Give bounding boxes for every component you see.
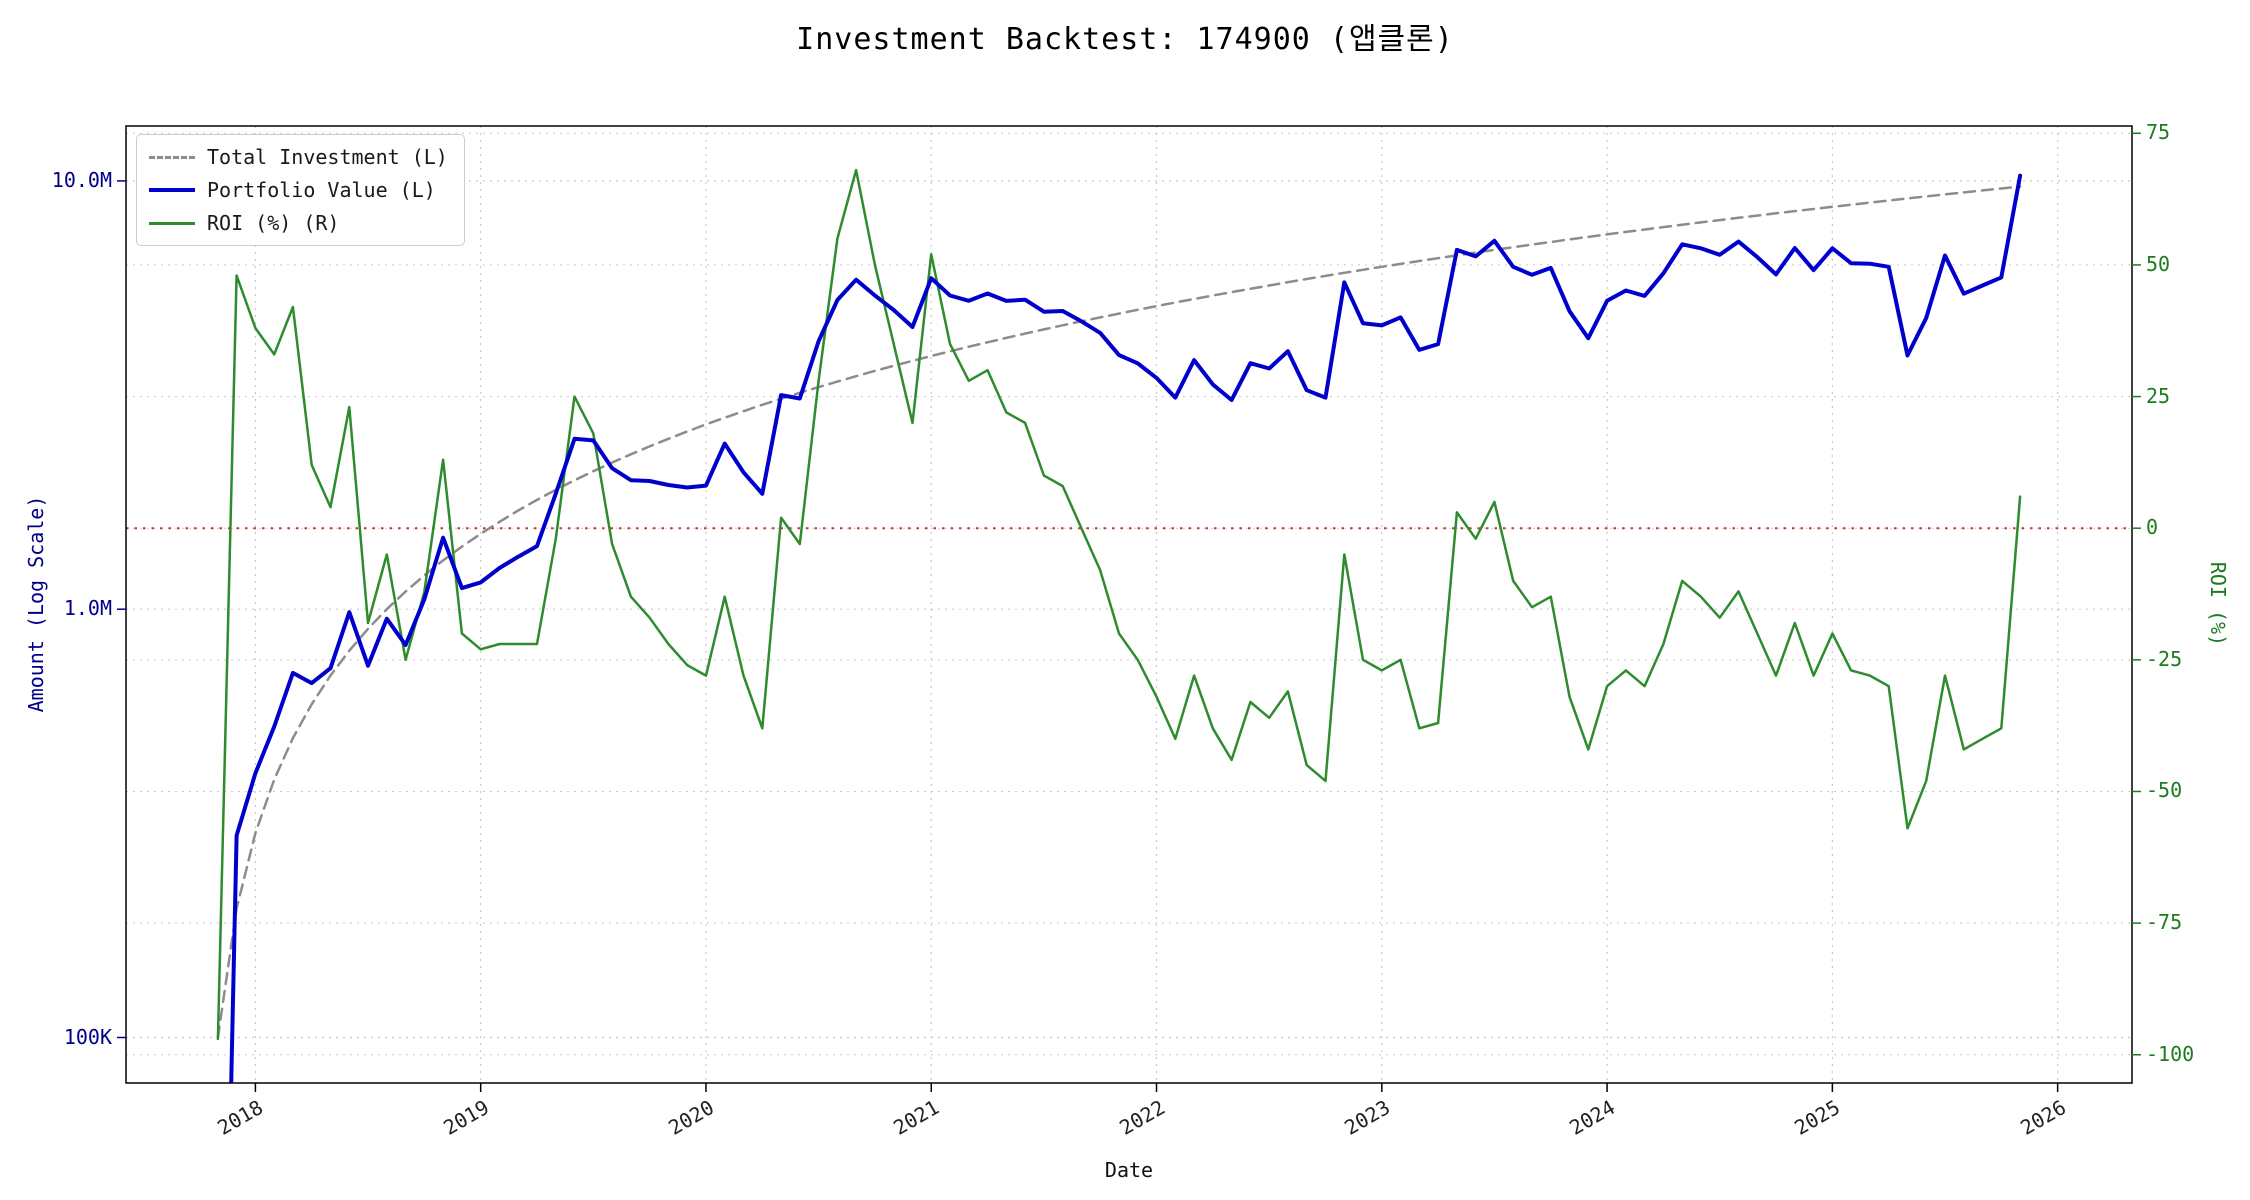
y-right-tick-label: -75 xyxy=(2146,910,2183,935)
legend-item-portfolio-value: Portfolio Value (L) xyxy=(149,178,448,202)
legend: Total Investment (L) Portfolio Value (L)… xyxy=(136,134,465,246)
dashed-line-swatch-icon xyxy=(149,155,195,159)
green-line-swatch-icon xyxy=(149,221,195,225)
y-right-tick-label: -25 xyxy=(2146,646,2183,671)
y-right-tick-label: 0 xyxy=(2146,515,2159,540)
y-right-tick-label: -100 xyxy=(2146,1041,2195,1066)
right-axis-label: ROI (%) xyxy=(2206,561,2230,647)
investment-line xyxy=(216,185,2022,1039)
y-left-tick-label: 1.0M xyxy=(63,596,112,621)
legend-item-roi: ROI (%) (R) xyxy=(149,211,448,235)
roi-line xyxy=(216,168,2022,1041)
portfolio-line xyxy=(229,173,2023,1083)
y-right-tick-label: -50 xyxy=(2146,778,2183,803)
plot-border xyxy=(125,125,2133,1084)
y-right-tick-label: 75 xyxy=(2146,120,2171,145)
y-right-tick-label: 25 xyxy=(2146,383,2171,408)
y-left-tick-label: 100K xyxy=(63,1024,112,1049)
legend-label: Portfolio Value (L) xyxy=(207,178,436,202)
legend-label: ROI (%) (R) xyxy=(207,211,340,235)
blue-line-swatch-icon xyxy=(149,188,195,192)
x-axis-label: Date xyxy=(1104,1158,1154,1182)
legend-label: Total Investment (L) xyxy=(207,145,448,169)
chart-title: Investment Backtest: 174900 (앱클론) xyxy=(796,22,1454,57)
y-left-tick-label: 10.0M xyxy=(51,167,112,192)
legend-item-total-investment: Total Investment (L) xyxy=(149,145,448,169)
y-right-tick-label: 50 xyxy=(2146,251,2171,276)
